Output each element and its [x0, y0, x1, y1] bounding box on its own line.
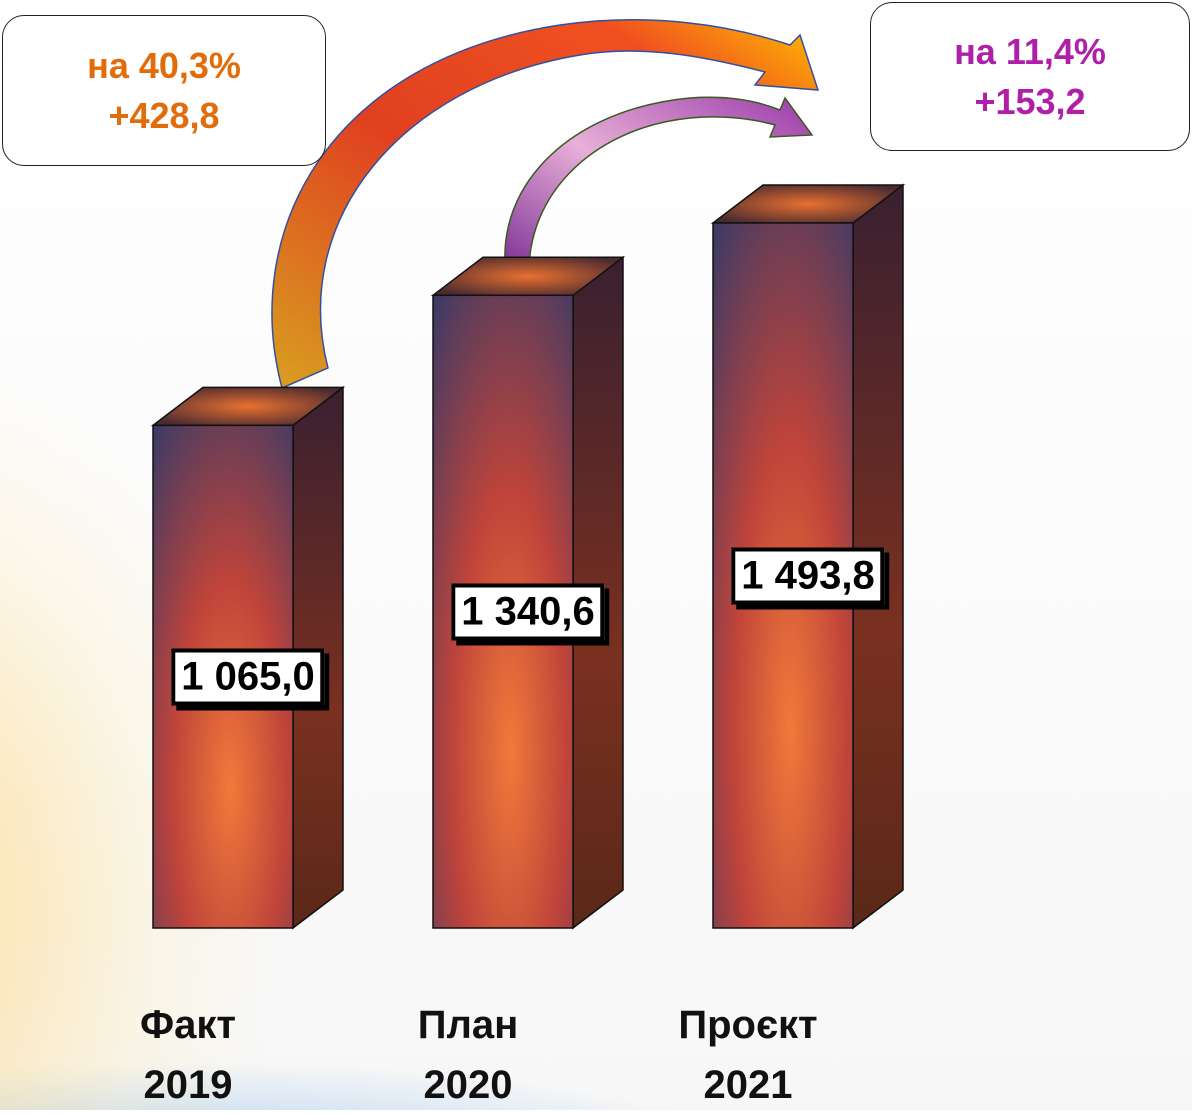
annotation-box: на 11,4% +153,2: [870, 2, 1190, 151]
annotation-text: на 40,3%: [87, 44, 241, 86]
annotation-text: +153,2: [974, 80, 1086, 122]
value-label: 1 493,8: [731, 547, 885, 604]
x-tick-label: Проєкт 2021: [678, 1003, 818, 1107]
x-tick-label: План 2020: [417, 1003, 519, 1107]
arrow: [504, 96, 814, 302]
x-tick-label: Факт 2019: [140, 1003, 236, 1107]
annotation-box: на 40,3% +428,8: [2, 15, 326, 166]
annotation-text: на 11,4%: [954, 30, 1106, 72]
annotation-text: +428,8: [108, 94, 220, 136]
arrow: [271, 19, 820, 390]
value-label: 1 340,6: [451, 583, 605, 641]
value-label: 1 065,0: [171, 648, 325, 706]
